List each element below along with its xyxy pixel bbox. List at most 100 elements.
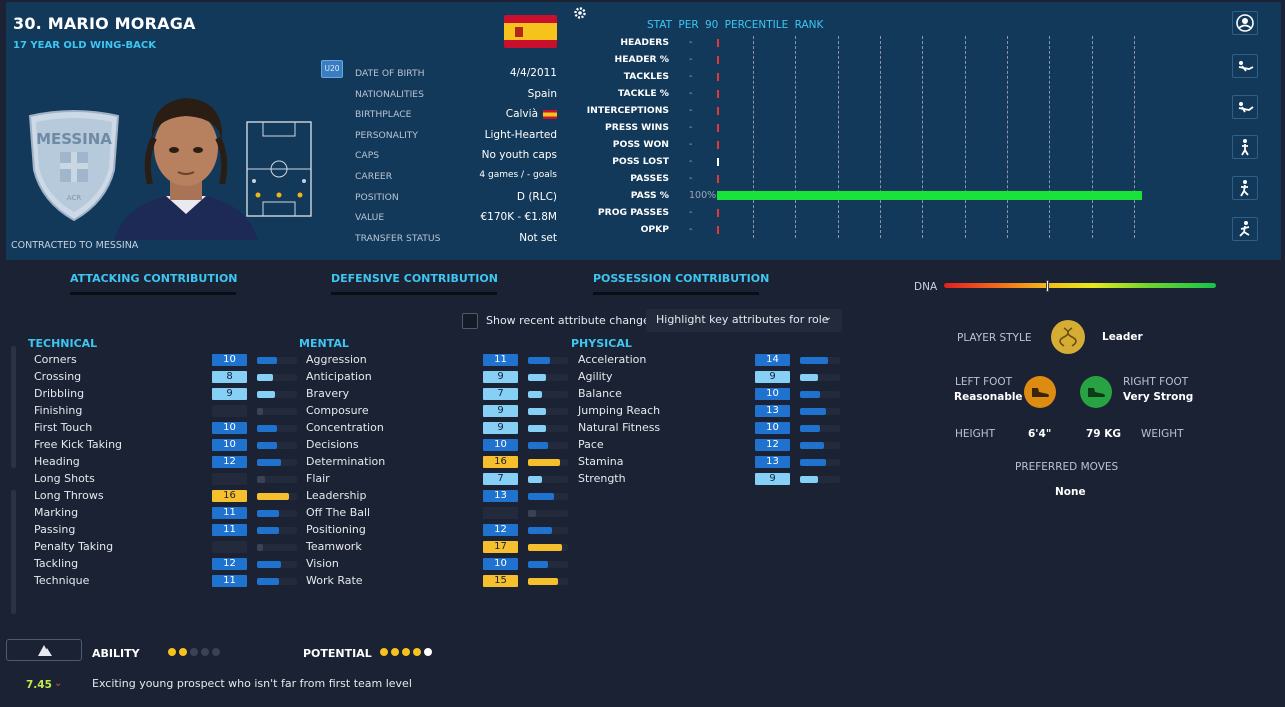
percentile-marker[interactable] <box>717 39 719 47</box>
attribute-value[interactable]: 11 <box>483 354 518 366</box>
attribute-value[interactable]: 7 <box>483 473 518 485</box>
defending-view-button[interactable] <box>1232 54 1258 78</box>
attribute-value[interactable]: 12 <box>755 439 790 451</box>
u20-badge[interactable]: U20 <box>321 60 343 78</box>
attribute-value[interactable]: 12 <box>212 456 247 468</box>
attribute-value[interactable]: 11 <box>212 575 247 587</box>
attribute-value[interactable] <box>483 507 518 519</box>
attribute-name[interactable]: Teamwork <box>306 540 362 553</box>
attribute-value[interactable]: 13 <box>755 456 790 468</box>
percentile-marker[interactable] <box>717 56 719 64</box>
attribute-value[interactable]: 12 <box>483 524 518 536</box>
attribute-name[interactable]: Agility <box>578 370 613 383</box>
percentile-marker[interactable] <box>717 175 719 183</box>
percentile-marker[interactable] <box>717 90 719 98</box>
attribute-value[interactable]: 10 <box>755 422 790 434</box>
attribute-value[interactable] <box>212 473 247 485</box>
attribute-name[interactable]: Technique <box>34 574 90 587</box>
attribute-value[interactable]: 17 <box>483 541 518 553</box>
attribute-name[interactable]: Heading <box>34 455 80 468</box>
attribute-name[interactable]: Pace <box>578 438 604 451</box>
attribute-name[interactable]: Crossing <box>34 370 82 383</box>
attribute-value[interactable]: 9 <box>755 371 790 383</box>
recent-changes-label[interactable]: Show recent attribute changes <box>486 314 656 327</box>
attribute-value[interactable]: 14 <box>755 354 790 366</box>
attribute-value[interactable]: 10 <box>212 422 247 434</box>
percentile-marker[interactable] <box>717 158 719 166</box>
attacking-view-button[interactable] <box>1232 217 1258 241</box>
defensive-contribution-label[interactable]: DEFENSIVE CONTRIBUTION <box>331 272 498 285</box>
attacking-contribution-label[interactable]: ATTACKING CONTRIBUTION <box>70 272 238 285</box>
attribute-value[interactable]: 16 <box>483 456 518 468</box>
attribute-name[interactable]: Strength <box>578 472 626 485</box>
star-rating-toggle-button[interactable] <box>6 639 82 661</box>
player-profile-button[interactable] <box>1232 11 1258 35</box>
attribute-name[interactable]: Penalty Taking <box>34 540 114 553</box>
chevron-down-icon[interactable]: ⌄ <box>54 678 63 689</box>
attribute-name[interactable]: Long Throws <box>34 489 104 502</box>
attribute-value[interactable]: 13 <box>755 405 790 417</box>
percentile-marker[interactable] <box>717 209 719 217</box>
attribute-name[interactable]: Determination <box>306 455 386 468</box>
attribute-name[interactable]: Passing <box>34 523 76 536</box>
attribute-name[interactable]: Anticipation <box>306 370 372 383</box>
attribute-name[interactable]: Leadership <box>306 489 367 502</box>
tackling-view-button[interactable] <box>1232 95 1258 119</box>
attribute-value[interactable]: 10 <box>212 439 247 451</box>
attribute-name[interactable]: Free Kick Taking <box>34 438 123 451</box>
possession-contribution-label[interactable]: POSSESSION CONTRIBUTION <box>593 272 770 285</box>
gear-icon[interactable] <box>573 6 587 20</box>
attribute-name[interactable]: Acceleration <box>578 353 647 366</box>
attribute-value[interactable]: 9 <box>483 405 518 417</box>
position-pitch-diagram[interactable] <box>246 121 312 217</box>
attribute-value[interactable]: 10 <box>483 439 518 451</box>
attribute-value[interactable] <box>212 541 247 553</box>
dna-marker[interactable] <box>1046 280 1050 292</box>
attribute-value[interactable]: 7 <box>483 388 518 400</box>
attribute-name[interactable]: Corners <box>34 353 77 366</box>
attribute-name[interactable]: Off The Ball <box>306 506 371 519</box>
attribute-value[interactable] <box>212 405 247 417</box>
attribute-value[interactable]: 11 <box>212 507 247 519</box>
attribute-name[interactable]: Tackling <box>34 557 79 570</box>
attribute-value[interactable]: 9 <box>483 422 518 434</box>
info-value[interactable]: Light-Hearted <box>484 128 557 141</box>
scrollbar-segment[interactable] <box>11 346 16 468</box>
attribute-name[interactable]: Flair <box>306 472 330 485</box>
attribute-name[interactable]: First Touch <box>34 421 93 434</box>
attribute-value[interactable]: 10 <box>483 558 518 570</box>
attribute-value[interactable]: 12 <box>212 558 247 570</box>
recent-changes-checkbox[interactable] <box>462 313 478 329</box>
attribute-value[interactable]: 11 <box>212 524 247 536</box>
attribute-value[interactable]: 13 <box>483 490 518 502</box>
attribute-name[interactable]: Decisions <box>306 438 359 451</box>
attribute-value[interactable]: 10 <box>212 354 247 366</box>
percentile-marker[interactable] <box>717 124 719 132</box>
attribute-name[interactable]: Aggression <box>306 353 367 366</box>
passing-view-button[interactable] <box>1232 176 1258 200</box>
attribute-name[interactable]: Stamina <box>578 455 624 468</box>
club-badge-icon[interactable]: MESSINA ACR <box>26 110 122 224</box>
percentile-marker[interactable] <box>717 73 719 81</box>
dna-helix-icon[interactable] <box>1051 320 1085 354</box>
attribute-name[interactable]: Composure <box>306 404 369 417</box>
attribute-name[interactable]: Balance <box>578 387 622 400</box>
highlight-attributes-dropdown[interactable]: Highlight key attributes for role ⌄ <box>646 309 842 332</box>
attribute-value[interactable]: 9 <box>483 371 518 383</box>
percentile-bar[interactable] <box>717 191 1142 200</box>
attribute-value[interactable]: 15 <box>483 575 518 587</box>
attribute-value[interactable]: 16 <box>212 490 247 502</box>
attribute-name[interactable]: Long Shots <box>34 472 95 485</box>
attribute-value[interactable]: 8 <box>212 371 247 383</box>
percentile-marker[interactable] <box>717 107 719 115</box>
scrollbar-segment[interactable] <box>11 490 16 614</box>
attribute-value[interactable]: 9 <box>212 388 247 400</box>
attribute-name[interactable]: Concentration <box>306 421 384 434</box>
percentile-marker[interactable] <box>717 141 719 149</box>
attribute-name[interactable]: Marking <box>34 506 79 519</box>
contract-status[interactable]: CONTRACTED TO MESSINA <box>11 240 139 251</box>
percentile-marker[interactable] <box>717 226 719 234</box>
attribute-name[interactable]: Dribbling <box>34 387 85 400</box>
info-value[interactable]: €170K - €1.8M <box>480 211 557 224</box>
attribute-name[interactable]: Jumping Reach <box>578 404 661 417</box>
